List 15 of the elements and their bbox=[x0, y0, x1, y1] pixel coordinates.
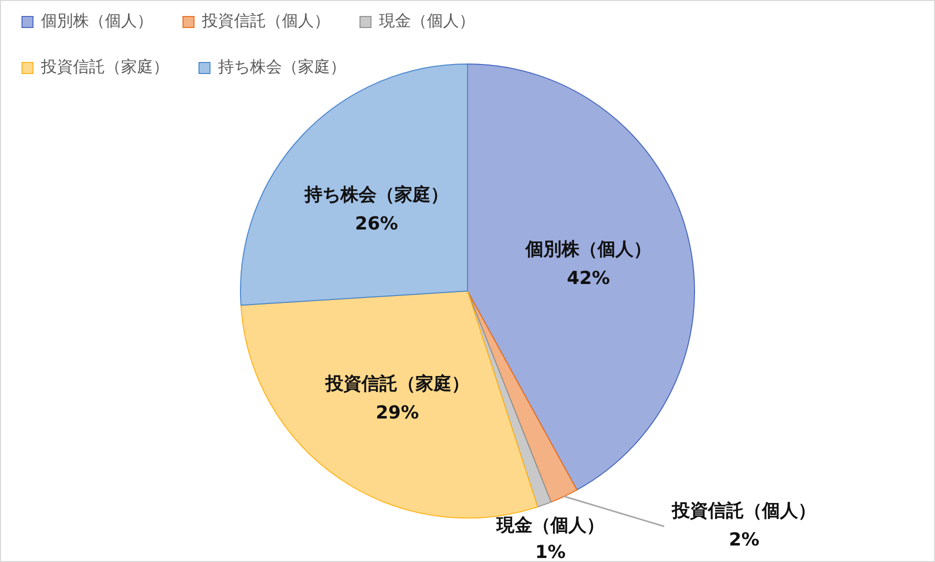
data-label: 29% bbox=[376, 402, 419, 424]
slice-label: 投資信託（家庭） bbox=[324, 373, 470, 394]
legend-label: 投資信託（個人） bbox=[201, 11, 330, 30]
slice-label: 個別株（個人） bbox=[524, 239, 652, 260]
data-label: 2% bbox=[728, 530, 760, 551]
slice-label: 投資信託（個人） bbox=[671, 500, 816, 522]
data-label: 1% bbox=[535, 542, 566, 562]
legend-label: 投資信託（家庭） bbox=[40, 57, 169, 76]
data-label: 26% bbox=[354, 214, 398, 235]
slice-label: 持ち株会（家庭） bbox=[303, 184, 448, 206]
legend-label: 個別株（個人） bbox=[41, 11, 153, 30]
data-label: 42% bbox=[566, 268, 610, 290]
slice-label: 現金（個人） bbox=[495, 514, 604, 536]
legend-label: 現金（個人） bbox=[379, 11, 475, 30]
legend-label: 持ち株会（家庭） bbox=[218, 57, 346, 76]
